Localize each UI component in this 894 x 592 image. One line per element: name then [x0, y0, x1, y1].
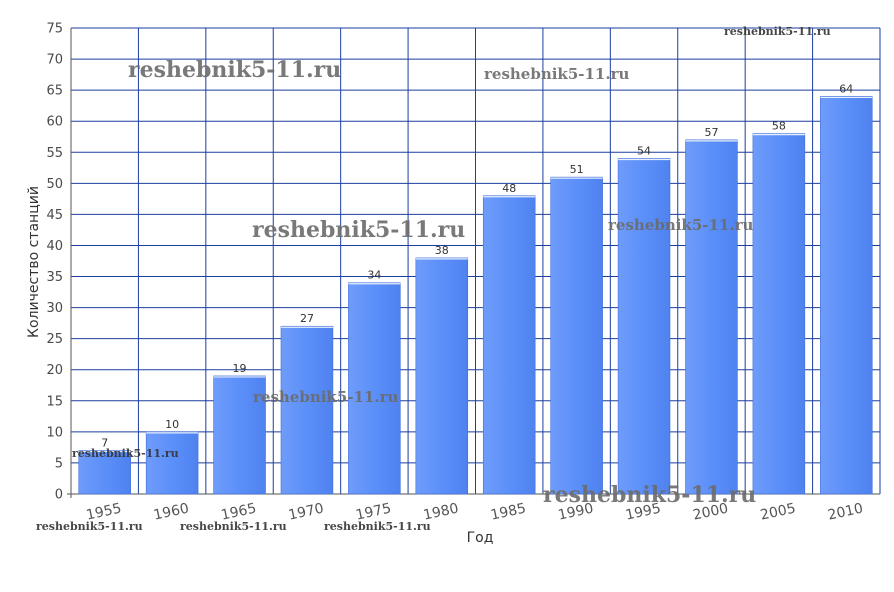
y-tick-label: 70: [46, 53, 63, 68]
y-tick-label: 40: [46, 239, 63, 254]
y-axis-title: Количество станций: [26, 186, 42, 338]
y-tick-label: 20: [46, 363, 63, 378]
data-label: 7: [101, 437, 108, 450]
x-tick-label: 2005: [759, 501, 797, 524]
y-tick-label: 55: [46, 146, 63, 161]
data-label: 48: [502, 182, 516, 195]
watermark-text: reshebnik5-11.ru: [128, 57, 341, 83]
watermark-text: reshebnik5-11.ru: [484, 65, 629, 83]
y-tick-label: 10: [46, 425, 63, 440]
data-label: 10: [165, 418, 179, 431]
bar: [617, 158, 671, 495]
bar: [482, 195, 536, 495]
data-label: 57: [704, 126, 718, 139]
x-tick-label: 1975: [354, 501, 392, 524]
watermark-text: reshebnik5-11.ru: [72, 447, 179, 460]
data-label: 54: [637, 144, 651, 157]
bar: [280, 325, 334, 495]
y-tick-label: 30: [46, 301, 63, 316]
watermark-text: reshebnik5-11.ru: [543, 482, 756, 508]
watermark-text: reshebnik5-11.ru: [36, 520, 143, 533]
data-label: 58: [772, 120, 786, 133]
bar: [820, 96, 873, 495]
bar: [78, 450, 131, 495]
watermark-text: reshebnik5-11.ru: [252, 217, 465, 243]
bar: [685, 139, 738, 495]
bars-layer: [78, 96, 873, 495]
bar: [752, 133, 806, 495]
x-tick-label: 1995: [624, 501, 662, 524]
bar: [550, 176, 603, 495]
x-tick-label: 2010: [826, 501, 864, 524]
y-tick-label: 15: [46, 394, 63, 409]
labels-layer: 7 10 19 27 34 38 48 51 54 57 58 64: [101, 82, 853, 449]
ticks-layer: 0 5 10 15 20 25 30 35 40 45 50 55 60 65 70 75 1955 1960 19…: [46, 22, 864, 524]
data-label: 34: [367, 269, 381, 282]
data-label: 51: [570, 163, 584, 176]
x-tick-label: 1965: [220, 501, 258, 524]
data-label: 64: [839, 82, 853, 95]
x-axis-title: Год: [467, 530, 494, 546]
bar: [348, 282, 401, 495]
x-tick-label: 2000: [692, 501, 730, 524]
x-tick-label: 1990: [557, 501, 595, 524]
x-tick-label: 1955: [85, 501, 123, 524]
watermark-text: reshebnik5-11.ru: [253, 388, 398, 406]
bar: [213, 375, 266, 495]
watermarks-layer: reshebnik5-11.ru reshebnik5-11.ru resheb…: [36, 25, 831, 533]
x-tick-label: 1980: [422, 501, 460, 524]
watermark-text: reshebnik5-11.ru: [324, 520, 431, 533]
x-tick-label: 1985: [489, 501, 527, 524]
y-tick-label: 65: [46, 84, 63, 99]
bar: [415, 257, 469, 495]
watermark-text: reshebnik5-11.ru: [180, 520, 287, 533]
y-tick-label: 0: [55, 488, 63, 503]
x-tick-label: 1970: [287, 501, 325, 524]
data-label: 19: [233, 362, 247, 375]
y-tick-label: 5: [55, 456, 63, 471]
grid-layer: [67, 27, 881, 498]
y-tick-label: 50: [46, 177, 63, 192]
y-tick-label: 45: [46, 208, 63, 223]
y-tick-label: 60: [46, 115, 63, 130]
data-label: 38: [435, 244, 449, 257]
y-tick-label: 25: [46, 332, 63, 347]
bar: [145, 431, 199, 495]
y-tick-label: 35: [46, 270, 63, 285]
watermark-text: reshebnik5-11.ru: [608, 216, 753, 234]
x-tick-label: 1960: [152, 501, 190, 524]
watermark-text: reshebnik5-11.ru: [724, 25, 831, 38]
y-tick-label: 75: [46, 22, 63, 37]
data-label: 27: [300, 312, 314, 325]
